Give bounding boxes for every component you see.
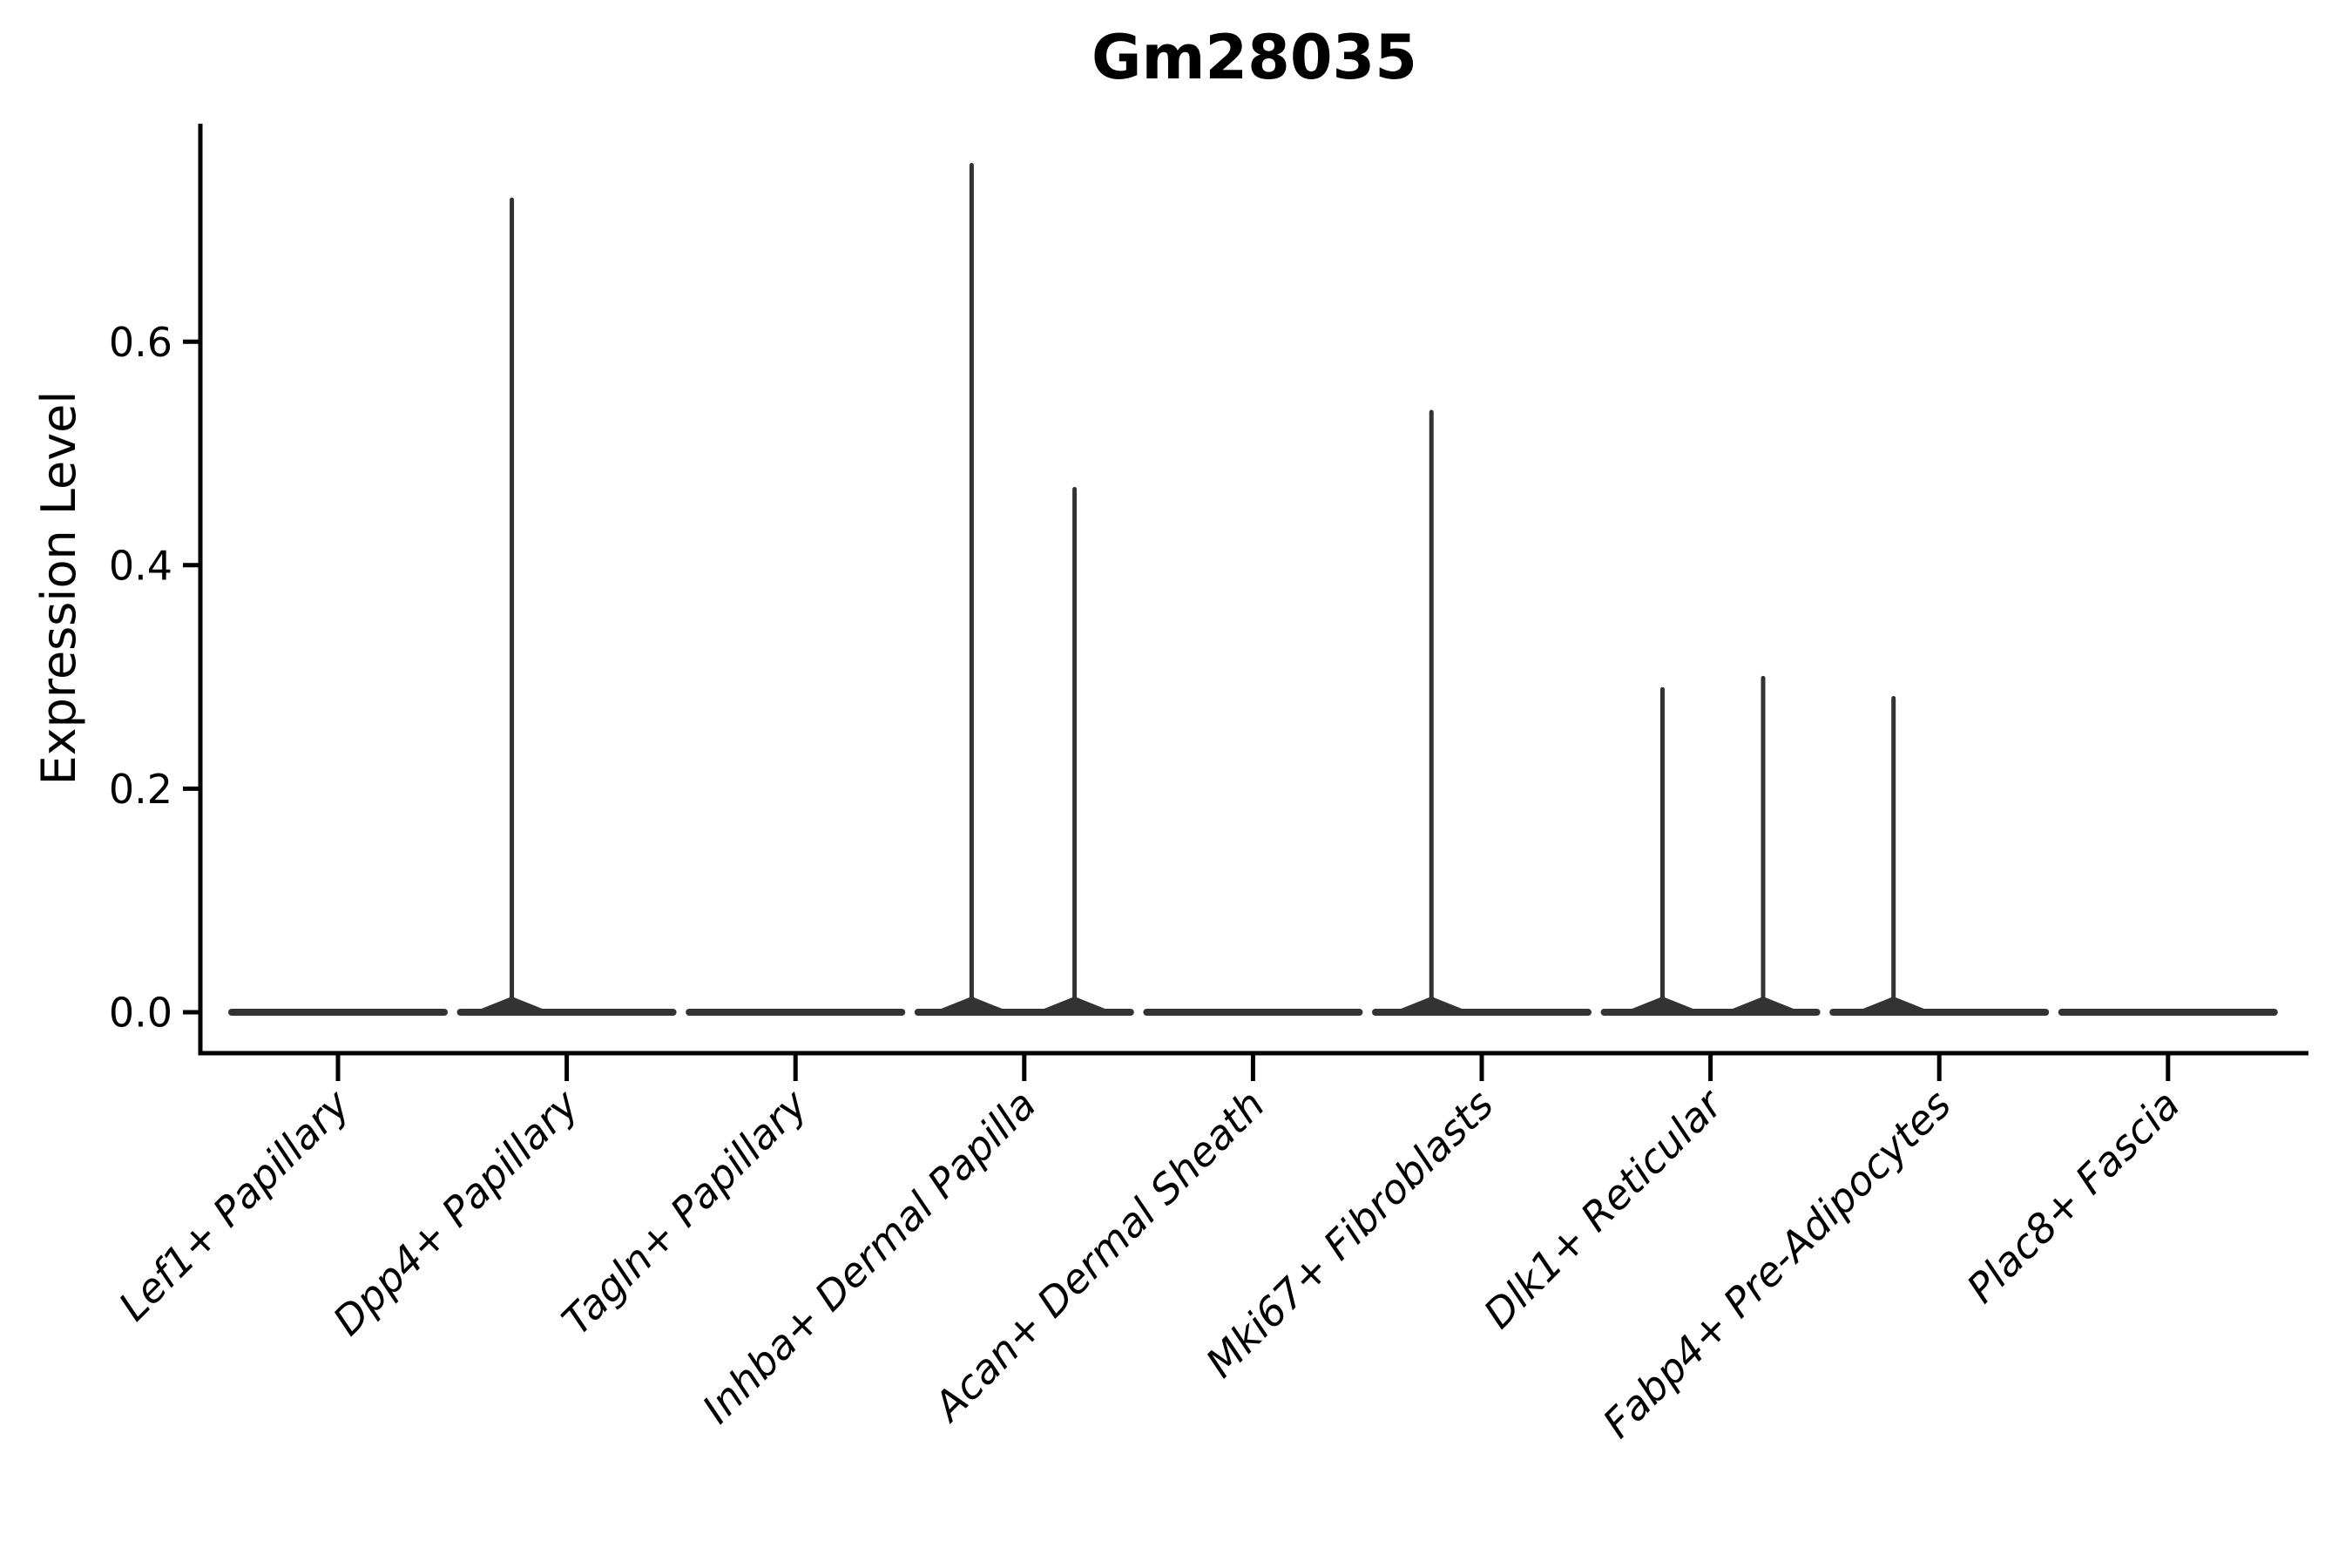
x-tick-label: Tagln+ Papillary: [553, 1080, 817, 1344]
chart-title: Gm28035: [1092, 22, 1417, 93]
x-tick-label: Lef1+ Papillary: [110, 1080, 359, 1329]
y-tick-label: 0.4: [109, 542, 172, 589]
x-tick-label: Plac8+ Fascia: [1957, 1081, 2188, 1312]
y-tick-label: 0.6: [109, 319, 172, 366]
x-tick-label: Dlk1+ Reticular: [1475, 1078, 1734, 1337]
x-tick-label: Dpp4+ Papillary: [324, 1080, 588, 1344]
y-tick-label: 0.0: [109, 990, 172, 1037]
y-tick-label: 0.2: [109, 766, 172, 813]
